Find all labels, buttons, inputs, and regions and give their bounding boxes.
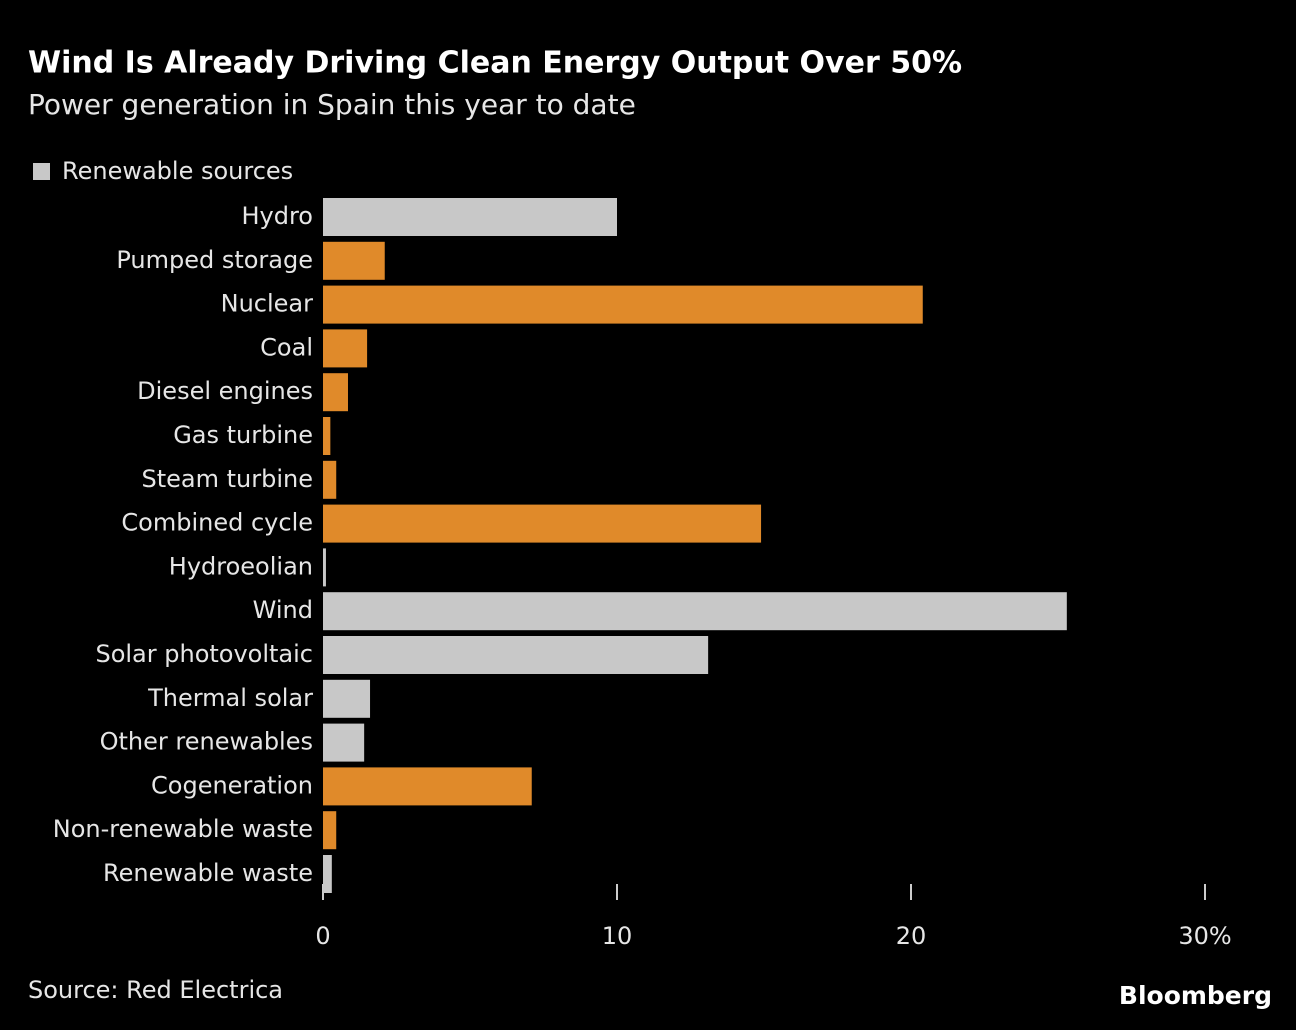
bar [323,679,371,718]
bar [323,592,1067,631]
x-tick-label: 0 [315,922,330,950]
legend-swatch [33,163,50,180]
y-tick-label: Combined cycle [121,509,313,537]
x-tick-label: 30% [1178,922,1231,950]
y-tick-label: Diesel engines [137,377,313,405]
y-tick-label: Renewable waste [103,859,313,887]
bar [323,855,332,893]
y-tick-label: Hydroeolian [169,552,313,580]
source: Source: Red Electrica [28,976,283,1004]
y-tick-label: Gas turbine [173,421,313,449]
y-tick-label: Coal [260,333,313,361]
x-tick-label: 20 [896,922,927,950]
chart-subtitle: Power generation in Spain this year to d… [28,88,636,121]
bar [323,373,348,412]
y-tick-label: Thermal solar [147,684,313,712]
bar [323,241,385,280]
x-tick-label: 10 [602,922,633,950]
bar [323,723,365,762]
y-tick-label: Wind [253,596,313,624]
bar [323,417,331,455]
bar [323,767,532,806]
bar [323,460,337,499]
y-tick-label: Hydro [241,202,313,230]
chart-title: Wind Is Already Driving Clean Energy Out… [28,46,962,81]
bar [323,329,368,368]
bar [323,548,326,587]
y-tick-label: Steam turbine [142,465,314,493]
y-tick-label: Pumped storage [116,246,313,274]
y-tick-label: Cogeneration [151,771,313,799]
y-tick-label: Non-renewable waste [53,815,313,843]
legend-label: Renewable sources [62,157,293,185]
bar [323,504,762,543]
y-tick-label: Other renewables [100,728,313,756]
y-tick-label: Solar photovoltaic [95,640,313,668]
bar [323,198,617,236]
y-tick-label: Nuclear [221,290,314,318]
brand: Bloomberg [1119,981,1272,1010]
bar [323,285,923,324]
bar [323,636,709,674]
bar [323,811,337,850]
